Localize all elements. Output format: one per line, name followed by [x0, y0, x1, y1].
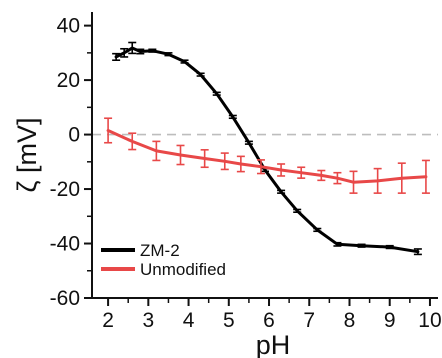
axes: [84, 12, 438, 306]
x-tick-label: 9: [384, 309, 396, 332]
series-layer: [104, 41, 430, 256]
x-tick-label: 3: [142, 309, 154, 332]
x-tick-label: 4: [183, 309, 195, 332]
series-zm-2: [112, 41, 422, 256]
y-axis-title: ζ [mV]: [12, 118, 42, 193]
x-tick-label: 2: [102, 309, 114, 332]
y-tick-label: 20: [57, 69, 80, 92]
x-tick-label: 6: [263, 309, 275, 332]
y-tick-label: 40: [57, 15, 80, 38]
legend-label: Unmodified: [140, 260, 226, 279]
series-line: [106, 129, 428, 184]
x-tick-label: 8: [344, 309, 356, 332]
tick-labels: 40 20 0 -20 -40 -60 2 3 4 5 6 7 8 9 10 pH ζ [mV]: [12, 15, 442, 358]
y-tick-label: -20: [50, 178, 80, 201]
y-tick-label: -60: [50, 287, 80, 310]
y-tick-label: 0: [68, 124, 80, 147]
series-line: [114, 46, 420, 254]
x-tick-label: 10: [418, 309, 441, 332]
legend-label: ZM-2: [140, 241, 180, 260]
series-unmodified: [104, 117, 430, 194]
x-axis-title: pH: [256, 330, 291, 358]
x-tick-label: 7: [303, 309, 315, 332]
x-tick-label: 5: [223, 309, 235, 332]
y-tick-label: -40: [50, 233, 80, 256]
